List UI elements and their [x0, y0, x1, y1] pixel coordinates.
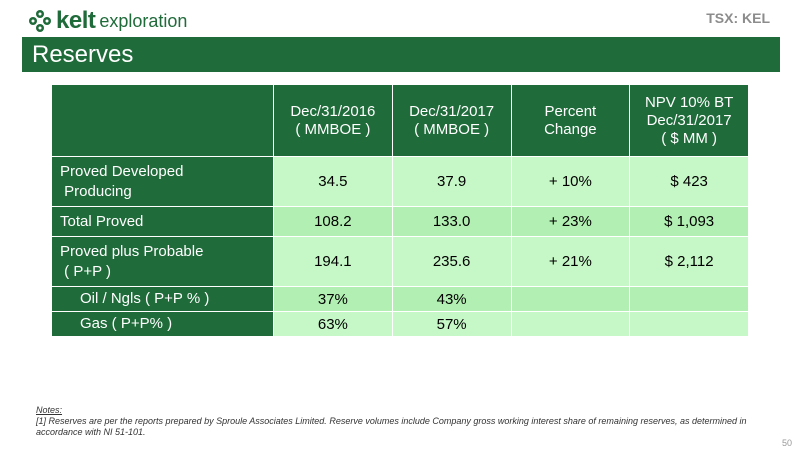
row-label: Gas ( P+P% ) [51, 311, 274, 337]
table-cell [510, 286, 631, 312]
column-header: Dec/31/2017( MMBOE ) [391, 84, 512, 157]
table-cell: $ 423 [629, 156, 749, 207]
row-label: Oil / Ngls ( P+P % ) [51, 286, 274, 312]
column-header [51, 84, 274, 157]
notes-heading: Notes: [36, 405, 63, 415]
row-label: Proved Developed Producing [51, 156, 274, 207]
table-row: Oil / Ngls ( P+P % ) 37% 43% [51, 286, 749, 312]
table-cell: $ 2,112 [629, 236, 749, 287]
logo-brand: kelt [56, 7, 96, 34]
page-title: Reserves [32, 41, 134, 68]
table-header-row: Dec/31/2016( MMBOE ) Dec/31/2017( MMBOE … [51, 84, 749, 157]
table-cell: 63% [273, 311, 393, 337]
table-cell: $ 1,093 [629, 206, 749, 237]
table-cell [510, 311, 631, 337]
table-cell: 57% [391, 311, 512, 337]
table-cell: 34.5 [273, 156, 393, 207]
table-cell [629, 311, 749, 337]
note-item: [1] Reserves are per the reports prepare… [36, 416, 747, 437]
page-number: 50 [781, 438, 792, 448]
table-cell: 194.1 [273, 236, 393, 287]
table-cell: 37.9 [391, 156, 512, 207]
table-row: Gas ( P+P% ) 63% 57% [51, 311, 749, 337]
row-label: Total Proved [51, 206, 274, 237]
table-cell: 133.0 [391, 206, 512, 237]
table-row: Total Proved 108.2 133.0 + 23% $ 1,093 [51, 206, 749, 237]
table-cell: 37% [273, 286, 393, 312]
reserves-table: Dec/31/2016( MMBOE ) Dec/31/2017( MMBOE … [51, 84, 749, 337]
table-cell: + 10% [510, 156, 631, 207]
row-label: Proved plus Probable ( P+P ) [51, 236, 274, 287]
table-cell: 235.6 [391, 236, 512, 287]
table-row: Proved plus Probable ( P+P ) 194.1 235.6 + … [51, 236, 749, 287]
table-cell: + 21% [510, 236, 631, 287]
kelt-leaf-icon [29, 10, 51, 32]
column-header: NPV 10% BT Dec/31/2017( $ MM ) [629, 84, 749, 157]
table-cell: 43% [391, 286, 512, 312]
company-logo: kelt exploration [28, 6, 187, 36]
logo-subtitle: exploration [99, 10, 188, 31]
title-bar: Reserves [22, 37, 780, 72]
table-cell: 108.2 [273, 206, 393, 237]
table-cell [629, 286, 749, 312]
column-header: Percent Change [510, 84, 631, 157]
table-row: Proved Developed Producing 34.5 37.9 + 10% $… [51, 156, 749, 207]
table-cell: + 23% [510, 206, 631, 237]
notes-section: Notes: [1] Reserves are per the reports … [36, 405, 756, 438]
ticker-symbol: TSX: KEL [706, 10, 770, 26]
column-header: Dec/31/2016( MMBOE ) [273, 84, 393, 157]
